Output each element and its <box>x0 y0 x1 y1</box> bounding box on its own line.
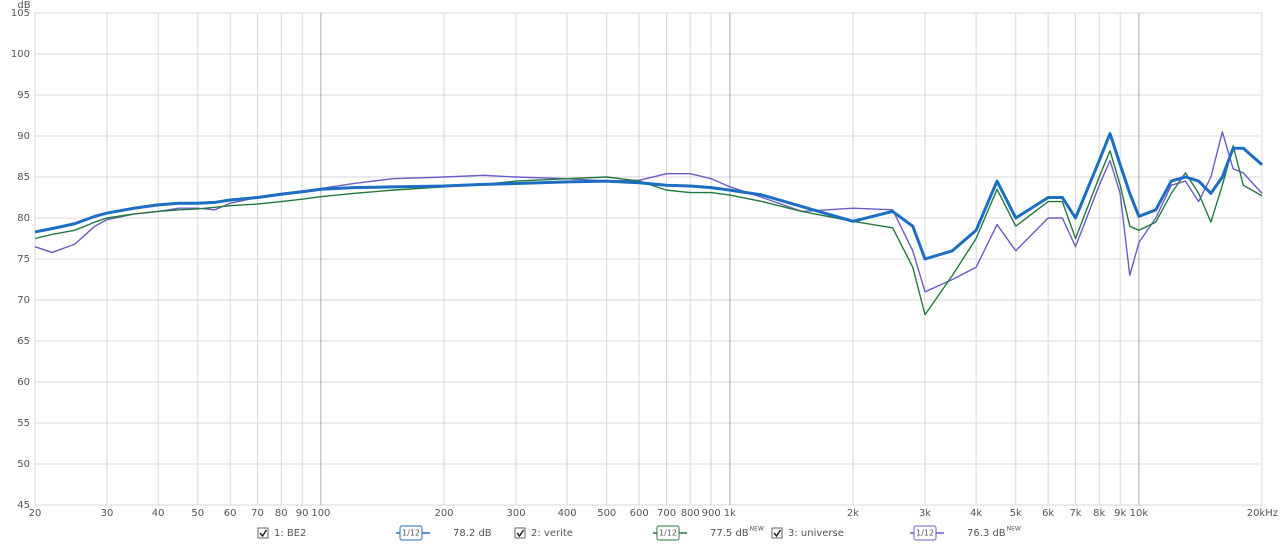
series-line <box>34 132 1263 261</box>
y-tick-label: 65 <box>17 336 30 347</box>
y-tick-label: 80 <box>17 213 30 224</box>
x-tick-label: 40 <box>152 508 165 519</box>
x-tick-label: 10k <box>1130 508 1149 519</box>
x-tick-label: 90 <box>296 508 309 519</box>
smoothing-label: 1/12 <box>402 529 420 538</box>
legend: 1: BE2 1/12 78.2 dB 2: verite 1/12 77.5 dB NEW… <box>257 525 1021 541</box>
x-tick-label: 100 <box>311 508 330 519</box>
smoothing-icon[interactable] <box>913 525 937 541</box>
grid: 45 50 55 60 65 70 75 80 85 90 95 100 105 20 30 40 50 60 70… <box>11 8 1278 519</box>
x-tick-label: 400 <box>558 508 577 519</box>
y-axis-label: dB <box>17 0 30 11</box>
legend-checkbox[interactable] <box>771 527 783 539</box>
y-tick-label: 105 <box>11 8 30 19</box>
x-tick-label: 700 <box>657 508 676 519</box>
smoothing-label: 1/12 <box>659 529 677 538</box>
y-tick-label: 70 <box>17 295 30 306</box>
x-tick-label: 20kHz <box>1247 508 1278 519</box>
x-tick-label: 8k <box>1093 508 1105 519</box>
legend-level: 77.5 dB <box>710 528 749 539</box>
legend-check <box>259 529 268 538</box>
legend-checkbox[interactable] <box>257 527 269 539</box>
legend-badge: NEW <box>750 526 764 533</box>
y-tick-label: 45 <box>17 500 30 511</box>
legend-badge: NEW <box>1007 526 1021 533</box>
x-tick-label: 60 <box>224 508 237 519</box>
y-tick-label: 60 <box>17 377 30 388</box>
x-tick-label: 30 <box>101 508 114 519</box>
legend-level: 78.2 dB <box>453 528 492 539</box>
x-tick-label: 300 <box>506 508 525 519</box>
legend-label: 2: verite <box>531 528 573 539</box>
x-tick-label: 50 <box>191 508 204 519</box>
y-tick-label: 50 <box>17 459 30 470</box>
legend-label: 1: BE2 <box>274 528 306 539</box>
x-tick-label: 3k <box>919 508 931 519</box>
y-tick-label: 85 <box>17 172 30 183</box>
series-line <box>34 145 1263 316</box>
x-tick-label: 800 <box>681 508 700 519</box>
x-tick-label: 500 <box>597 508 616 519</box>
x-tick-label: 2k <box>847 508 859 519</box>
smoothing-icon[interactable] <box>399 525 423 541</box>
legend-level: 76.3 dB <box>967 528 1006 539</box>
x-tick-label: 20 <box>29 508 42 519</box>
x-tick-label: 80 <box>275 508 288 519</box>
legend-label: 3: universe <box>788 528 844 539</box>
legend-checkbox[interactable] <box>514 527 526 539</box>
y-tick-label: 95 <box>17 90 30 101</box>
x-tick-label: 1k <box>724 508 736 519</box>
legend-check <box>516 529 525 538</box>
y-tick-label: 90 <box>17 131 30 142</box>
x-tick-label: 900 <box>702 508 721 519</box>
y-tick-label: 75 <box>17 254 30 265</box>
x-tick-label: 5k <box>1010 508 1022 519</box>
x-tick-label: 70 <box>251 508 264 519</box>
y-tick-label: 100 <box>11 49 30 60</box>
plot <box>34 131 1263 316</box>
x-tick-label: 7k <box>1069 508 1081 519</box>
y-tick-label: 55 <box>17 418 30 429</box>
smoothing-icon[interactable] <box>656 525 680 541</box>
x-tick-label: 600 <box>630 508 649 519</box>
x-tick-label: 9k <box>1114 508 1126 519</box>
x-tick-label: 4k <box>970 508 982 519</box>
legend-check <box>773 529 782 538</box>
smoothing-label: 1/12 <box>916 529 934 538</box>
x-tick-label: 200 <box>434 508 453 519</box>
x-tick-label: 6k <box>1042 508 1054 519</box>
